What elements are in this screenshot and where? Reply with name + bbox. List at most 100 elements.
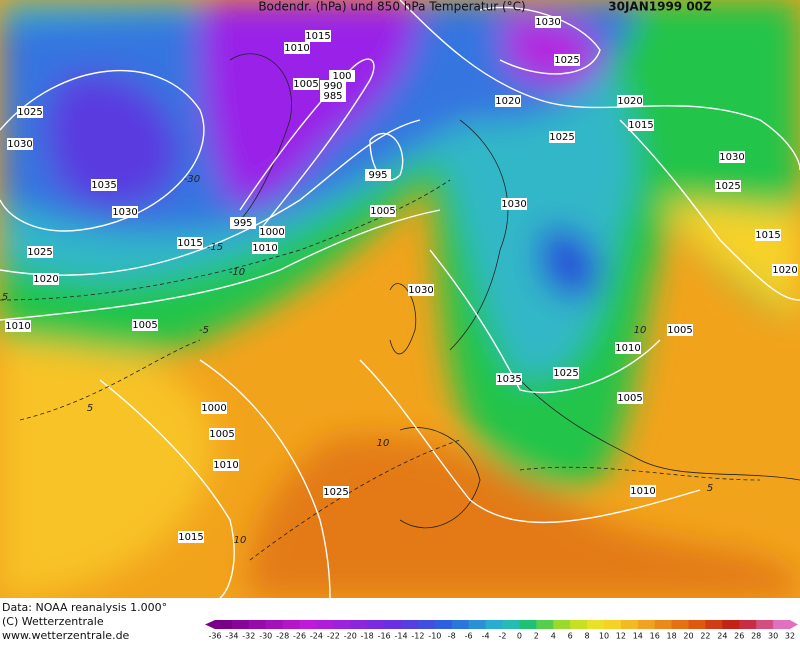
credit-line: (C) Wetterzentrale — [2, 615, 104, 628]
colorbar-swatch — [519, 620, 537, 629]
isobar-label-box — [365, 169, 391, 181]
colorbar-label: -32 — [242, 632, 255, 641]
colorbar-label: -28 — [276, 632, 289, 641]
coastlines — [229, 53, 800, 529]
isobar-label: 1010 — [284, 43, 309, 54]
map-date: 30JAN1999 00Z — [608, 0, 712, 14]
colorbar-swatch — [739, 620, 757, 629]
colorbar-swatch — [722, 620, 740, 629]
isobar-label: 1025 — [715, 181, 740, 192]
colorbar-label: 6 — [568, 632, 573, 641]
colorbar-swatch — [637, 620, 656, 629]
isotherm-label: 10 — [377, 438, 390, 449]
isobar-label: 990 — [323, 81, 342, 92]
isobar-label: 1030 — [535, 17, 560, 28]
colorbar-label: 22 — [700, 632, 710, 641]
isobar-label-box — [112, 206, 138, 218]
isobar-label-box — [284, 42, 310, 54]
isobar-label: 1025 — [323, 487, 348, 498]
isobar-label: 1030 — [408, 285, 433, 296]
isobar-label: 1030 — [501, 199, 526, 210]
colorbar-swatch — [231, 620, 250, 629]
isobar-label-box — [230, 217, 256, 229]
colorbar-label: 14 — [633, 632, 643, 641]
isobar-label-box — [7, 138, 33, 150]
colorbar-label: -24 — [310, 632, 323, 641]
isobar-label-box — [209, 428, 235, 440]
isobar-label: 1025 — [17, 107, 42, 118]
isotherm-label: 5 — [707, 483, 713, 494]
colorbar-label: -8 — [448, 632, 456, 641]
isobar-label-box — [408, 284, 434, 296]
colorbar-swatch — [350, 620, 368, 629]
temperature-field — [0, 0, 800, 598]
isobar-label: 1015 — [305, 31, 330, 42]
colorbar-swatch — [705, 620, 723, 629]
isobar-label-box — [91, 179, 117, 191]
isobar-label-box — [715, 180, 741, 192]
colorbar-label: -18 — [361, 632, 374, 641]
isobar-label-box — [323, 486, 349, 498]
isobar-label: 1005 — [209, 429, 234, 440]
isotherms — [0, 179, 761, 561]
isobar-label: 995 — [368, 170, 387, 181]
isobar-label: 1025 — [554, 55, 579, 66]
colorbar-label: -22 — [327, 632, 340, 641]
isobar-label-box — [27, 246, 53, 258]
isobar-label-box — [201, 402, 227, 414]
colorbar-swatch — [688, 620, 706, 629]
map-title: Bodendr. (hPa) und 850 hPa Temperatur (°… — [258, 0, 525, 14]
isobar-label: 1020 — [772, 265, 797, 276]
isobar-label-box — [370, 205, 396, 217]
isobar-label: 1025 — [553, 368, 578, 379]
isobar-label-box — [630, 485, 656, 497]
credit-line: www.wetterzentrale.de — [2, 629, 130, 642]
isobar-label-box — [329, 70, 355, 82]
isobar-label: 1020 — [33, 274, 58, 285]
isobar-label: 1010 — [213, 460, 238, 471]
isobar-label-box — [33, 273, 59, 285]
isobar-label: 1035 — [91, 180, 116, 191]
isobar-label-box — [617, 95, 643, 107]
isobar-label: 1005 — [667, 325, 692, 336]
colorbar-swatch — [434, 620, 453, 629]
colorbar-label: -10 — [428, 632, 441, 641]
colorbar-swatch — [671, 620, 690, 629]
isobar-label-box — [628, 119, 654, 131]
colorbar-label: -20 — [344, 632, 357, 641]
isobar-label-box — [293, 78, 319, 90]
isobar-label-box — [495, 95, 521, 107]
colorbar-label: 32 — [785, 632, 795, 641]
isotherm-label: 10 — [634, 325, 647, 336]
colorbar-swatch — [401, 620, 419, 629]
isobar-label: 1015 — [628, 120, 653, 131]
isobar-label: 1010 — [5, 321, 30, 332]
labels: 1015101010051009909851025103010351030102… — [2, 16, 798, 546]
colorbar-label: -34 — [225, 632, 238, 641]
isobar-label: 1015 — [177, 238, 202, 249]
isobar-label: 1005 — [293, 79, 318, 90]
isobar-label-box — [554, 54, 580, 66]
colorbar-arrow — [790, 620, 798, 629]
isobar-label-box — [132, 319, 158, 331]
colorbar-arrow — [205, 620, 215, 629]
isobar-label: 1030 — [719, 152, 744, 163]
isobar-label: 1005 — [370, 206, 395, 217]
isobar-label-box — [553, 367, 579, 379]
isotherm-label: -10 — [229, 267, 245, 278]
colorbar-swatch — [299, 620, 317, 629]
colorbar-swatch — [773, 620, 791, 629]
isobar-label: 1030 — [7, 139, 32, 150]
isotherm-label: -15 — [207, 242, 223, 253]
colorbar-swatch — [417, 620, 436, 629]
isobar-label-box — [772, 264, 798, 276]
colorbar-label: 8 — [585, 632, 590, 641]
colorbar-swatch — [570, 620, 588, 629]
isobar-label-box — [213, 459, 239, 471]
isotherm-label: 10 — [234, 535, 247, 546]
isobar-label-box — [177, 237, 203, 249]
isobar-label: 1000 — [201, 403, 226, 414]
isobar-label-box — [617, 392, 643, 404]
colorbar-label: -30 — [259, 632, 272, 641]
